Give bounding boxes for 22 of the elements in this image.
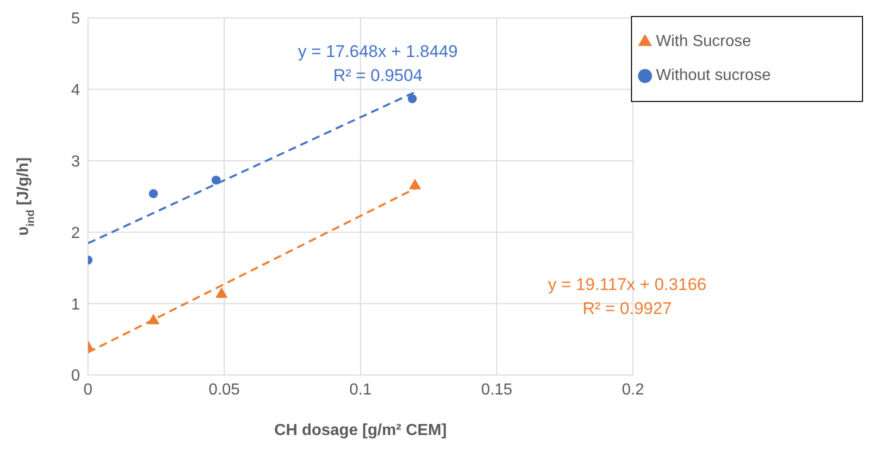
annotation: y = 19.117x + 0.3166 R² = 0.9927 <box>548 274 706 320</box>
y-tick-label: 0 <box>71 368 80 385</box>
x-axis-title: CH dosage [g/m² CEM] <box>274 422 447 439</box>
point <box>408 94 417 104</box>
point <box>148 189 158 198</box>
x-tick-label: 0 <box>84 381 93 398</box>
y-tick-label: 3 <box>71 153 80 170</box>
x-tick-label: 0.15 <box>481 381 512 398</box>
y-tick-label: 5 <box>71 10 80 28</box>
x-tick-label: 0.05 <box>208 381 240 398</box>
point <box>408 178 422 190</box>
legend-label: Without sucrose <box>656 67 771 84</box>
annotation: y = 17.648x + 1.8449 R² = 0.9504 <box>298 41 458 87</box>
x-tick-label: 0.1 <box>349 381 372 398</box>
y-tick-label: 2 <box>71 224 80 242</box>
point <box>215 287 228 298</box>
legend-label: With Sucrose <box>656 33 752 50</box>
y-tick-label: 4 <box>71 82 80 100</box>
point <box>147 314 160 324</box>
point <box>212 176 221 185</box>
y-tick-label: 1 <box>71 296 80 314</box>
x-tick-label: 0.2 <box>622 381 644 398</box>
